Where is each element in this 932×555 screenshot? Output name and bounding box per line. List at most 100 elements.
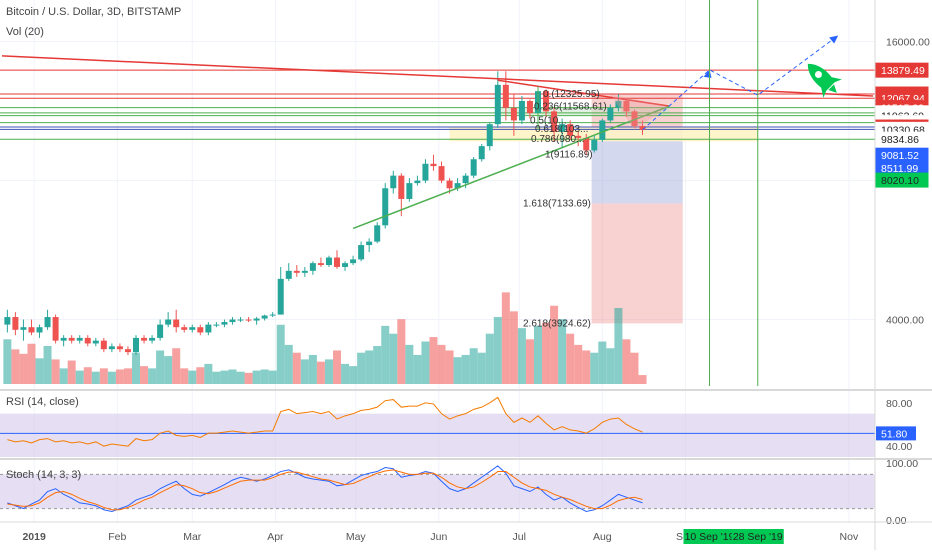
rsi-value-tag <box>876 426 916 441</box>
candle-body <box>181 327 188 330</box>
volume-bar <box>373 346 382 384</box>
volume-bar <box>244 372 253 384</box>
candle-body <box>559 124 566 132</box>
candle-body <box>358 245 365 260</box>
volume-bar <box>260 369 269 384</box>
candle-body <box>390 175 397 189</box>
rsi-tick-label: 40.00 <box>886 441 912 453</box>
time-tick-label: Nov <box>840 531 859 543</box>
volume-bar <box>461 354 470 384</box>
volume-bar <box>397 319 406 384</box>
volume-bar <box>606 348 615 384</box>
candle-body <box>301 270 308 273</box>
date-marker-label: 28 Sep '19 <box>733 531 783 543</box>
price-level-label: 13879.49 <box>881 65 925 77</box>
volume-bar <box>630 352 639 384</box>
volume-bar <box>27 343 36 384</box>
price-level-label: 8511.99 <box>881 163 918 175</box>
candle-body <box>277 278 284 315</box>
volume-bar <box>132 352 140 384</box>
green-zone <box>497 107 670 116</box>
stoch-label: Stoch (14, 3, 3) <box>6 469 81 481</box>
volume-bar <box>582 350 591 384</box>
volume-bar <box>558 319 567 384</box>
candle-body <box>342 263 349 267</box>
price-level-tag <box>875 131 929 147</box>
volume-bar <box>421 341 430 384</box>
candle-body <box>470 159 477 176</box>
candle-body <box>141 337 148 341</box>
volume-bar <box>276 324 285 384</box>
volume-bar <box>341 363 350 384</box>
candle-body <box>28 327 35 333</box>
volume-bar <box>517 328 526 384</box>
candle-body <box>245 319 252 321</box>
volume-bar <box>437 344 446 384</box>
rsi-line <box>7 396 643 447</box>
fib-level-label: 0.786(980... <box>531 134 584 145</box>
volume-bar <box>550 305 559 384</box>
date-marker-label: 10 Sep '19 <box>685 531 735 543</box>
candle-body <box>205 324 212 333</box>
volume-bar <box>333 350 341 384</box>
volume-bar <box>107 371 116 384</box>
candle-body <box>478 146 485 160</box>
volume-bar <box>196 367 205 384</box>
rocket-window <box>814 70 822 78</box>
volume-bar <box>43 346 52 384</box>
volume-bar <box>598 341 607 384</box>
candle-body <box>334 257 340 267</box>
price-tick-label: 16000.00 <box>886 37 930 49</box>
volume-bar <box>525 339 534 384</box>
volume-bar <box>19 353 28 384</box>
price-level-label: 9834.86 <box>881 134 919 146</box>
price-level-label: 9081.52 <box>881 150 919 162</box>
time-tick-label: Aug <box>593 531 612 543</box>
volume-bar <box>477 352 486 384</box>
volume-bar <box>99 368 108 384</box>
candle-body <box>124 349 131 353</box>
projection-arrowhead <box>829 35 839 44</box>
volume-bar <box>542 322 551 384</box>
candle-body <box>567 124 574 136</box>
candle-body <box>607 107 614 121</box>
stoch-tick-label: 100.00 <box>886 458 918 470</box>
fib-level-label: 0.236(11568.61) <box>534 102 607 113</box>
pennant-shade <box>610 94 670 130</box>
volume-bar <box>284 344 293 384</box>
volume-bar <box>140 366 149 384</box>
candle-body <box>261 315 268 319</box>
price-tick-label: 4000.00 <box>886 315 924 327</box>
candle-body <box>382 188 389 226</box>
volume-bar <box>156 350 165 384</box>
rocket-flame <box>828 84 837 93</box>
candle-body <box>486 124 493 147</box>
volume-bar <box>324 359 333 384</box>
projection-path <box>642 35 839 131</box>
volume-bar <box>91 371 100 384</box>
candle-body <box>583 137 590 151</box>
candle-body <box>285 270 292 279</box>
candle-body <box>237 319 244 321</box>
candle-body <box>253 318 260 321</box>
trend-line <box>352 105 670 230</box>
candle-body <box>60 337 67 341</box>
candle-body <box>157 324 164 338</box>
candle-body <box>406 183 413 199</box>
volume-bar <box>236 371 245 384</box>
candle-body <box>599 120 606 140</box>
candle-body <box>165 319 172 325</box>
candle-body <box>494 84 501 125</box>
candle-body <box>221 322 228 325</box>
date-marker-tag <box>731 529 784 544</box>
volume-bar <box>357 352 366 384</box>
volume-bar <box>509 311 518 384</box>
volume-label: Vol (20) <box>6 26 44 38</box>
trend-line <box>497 79 670 107</box>
volume-bar <box>75 370 84 384</box>
fib-level-label: 0.(12325.95) <box>543 89 600 100</box>
volume-bar <box>292 352 301 384</box>
candle-body <box>68 337 75 341</box>
volume-bar <box>300 359 309 384</box>
